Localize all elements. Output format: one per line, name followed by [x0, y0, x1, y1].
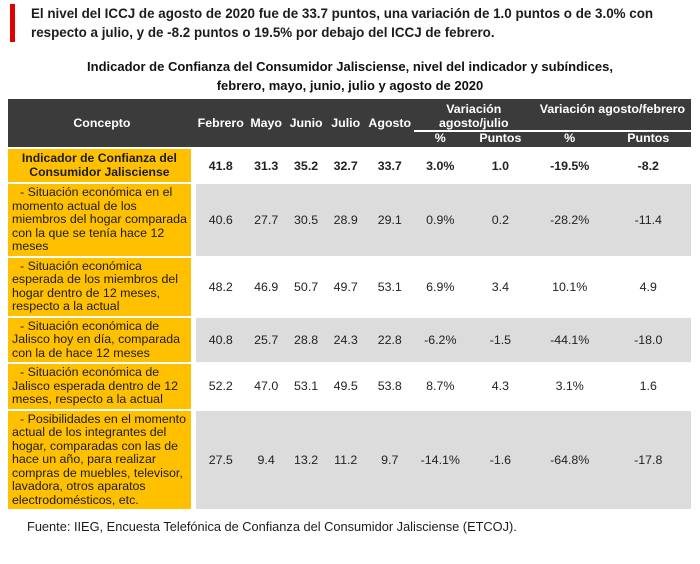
row-value: 47.0	[245, 364, 287, 411]
row-value: -64.8%	[533, 410, 606, 511]
row-value: 53.1	[365, 257, 414, 318]
row-value: 11.2	[325, 410, 366, 511]
row-value: 52.2	[195, 364, 246, 411]
row-value: 0.2	[466, 184, 534, 258]
row-value: 6.9%	[413, 257, 467, 318]
row-value: -28.2%	[533, 184, 606, 258]
col-header-junio: Junio	[286, 99, 326, 149]
row-value: 27.5	[195, 410, 246, 511]
iccj-table: Concepto Febrero Mayo Junio Julio Agosto…	[8, 99, 691, 511]
row-value: -44.1%	[533, 317, 606, 364]
row-value: 40.6	[195, 184, 246, 258]
row-value: 8.7%	[413, 364, 467, 411]
table-body: Indicador de Confianza del Consumidor Ja…	[8, 149, 691, 511]
row-value: 4.9	[605, 257, 691, 318]
row-value: 53.8	[365, 364, 414, 411]
row-concept: - Situación económica de Jalisco hoy en …	[8, 317, 196, 364]
row-value: 40.8	[195, 317, 246, 364]
table-title-line2: febrero, mayo, junio, julio y agosto de …	[216, 78, 484, 93]
row-value: -1.6	[466, 410, 534, 511]
row-value: 1.6	[605, 364, 691, 411]
source-note: Fuente: IIEG, Encuesta Telefónica de Con…	[27, 519, 517, 534]
row-concept: - Posibilidades en el momento actual de …	[8, 410, 196, 511]
col-subheader-pct-febrero: %	[533, 132, 606, 149]
row-value: 32.7	[325, 149, 366, 184]
row-value: -19.5%	[533, 149, 606, 184]
row-value: 50.7	[286, 257, 326, 318]
table-row: - Situación económica de Jalisco esperad…	[8, 364, 691, 411]
row-value: 53.1	[286, 364, 326, 411]
table-title: Indicador de Confianza del Consumidor Ja…	[10, 57, 690, 95]
col-subheader-puntos-febrero: Puntos	[605, 132, 691, 149]
row-value: 48.2	[195, 257, 246, 318]
table-row: - Posibilidades en el momento actual de …	[8, 410, 691, 511]
row-value: 22.8	[365, 317, 414, 364]
col-group-variacion-agosto-julio: Variación agosto/julio	[413, 99, 534, 132]
row-value: 49.5	[325, 364, 366, 411]
table-row: Indicador de Confianza del Consumidor Ja…	[8, 149, 691, 184]
row-value: 0.9%	[413, 184, 467, 258]
row-value: 3.0%	[413, 149, 467, 184]
row-value: 31.3	[245, 149, 287, 184]
row-value: -8.2	[605, 149, 691, 184]
col-header-febrero: Febrero	[195, 99, 246, 149]
row-value: 3.1%	[533, 364, 606, 411]
table-header: Concepto Febrero Mayo Junio Julio Agosto…	[8, 99, 691, 149]
row-concept: - Situación económica de Jalisco esperad…	[8, 364, 196, 411]
row-value: 10.1%	[533, 257, 606, 318]
row-concept: Indicador de Confianza del Consumidor Ja…	[8, 149, 196, 184]
row-value: 46.9	[245, 257, 287, 318]
col-subheader-pct-julio: %	[413, 132, 467, 149]
row-value: -14.1%	[413, 410, 467, 511]
row-value: 13.2	[286, 410, 326, 511]
row-value: 24.3	[325, 317, 366, 364]
row-value: 3.4	[466, 257, 534, 318]
row-concept: - Situación económica esperada de los mi…	[8, 257, 196, 318]
row-value: -1.5	[466, 317, 534, 364]
table-row: - Situación económica de Jalisco hoy en …	[8, 317, 691, 364]
row-value: 28.9	[325, 184, 366, 258]
row-value: 9.7	[365, 410, 414, 511]
col-header-agosto: Agosto	[365, 99, 414, 149]
table-title-line1: Indicador de Confianza del Consumidor Ja…	[87, 59, 613, 74]
col-header-concepto: Concepto	[8, 99, 196, 149]
row-value: -11.4	[605, 184, 691, 258]
col-subheader-puntos-julio: Puntos	[466, 132, 534, 149]
row-value: 27.7	[245, 184, 287, 258]
row-value: 35.2	[286, 149, 326, 184]
row-value: 49.7	[325, 257, 366, 318]
row-value: -6.2%	[413, 317, 467, 364]
row-value: 30.5	[286, 184, 326, 258]
row-concept: - Situación económica en el momento actu…	[8, 184, 196, 258]
table-row: - Situación económica en el momento actu…	[8, 184, 691, 258]
row-value: 25.7	[245, 317, 287, 364]
col-group-variacion-agosto-febrero: Variación agosto/febrero	[533, 99, 691, 132]
row-value: 33.7	[365, 149, 414, 184]
intro-text: El nivel del ICCJ de agosto de 2020 fue …	[31, 6, 654, 40]
row-value: 28.8	[286, 317, 326, 364]
row-value: 9.4	[245, 410, 287, 511]
row-value: 4.3	[466, 364, 534, 411]
table-row: - Situación económica esperada de los mi…	[8, 257, 691, 318]
intro-callout: El nivel del ICCJ de agosto de 2020 fue …	[10, 4, 678, 42]
col-header-mayo: Mayo	[245, 99, 287, 149]
row-value: 41.8	[195, 149, 246, 184]
row-value: 29.1	[365, 184, 414, 258]
row-value: 1.0	[466, 149, 534, 184]
row-value: -17.8	[605, 410, 691, 511]
row-value: -18.0	[605, 317, 691, 364]
col-header-julio: Julio	[325, 99, 366, 149]
